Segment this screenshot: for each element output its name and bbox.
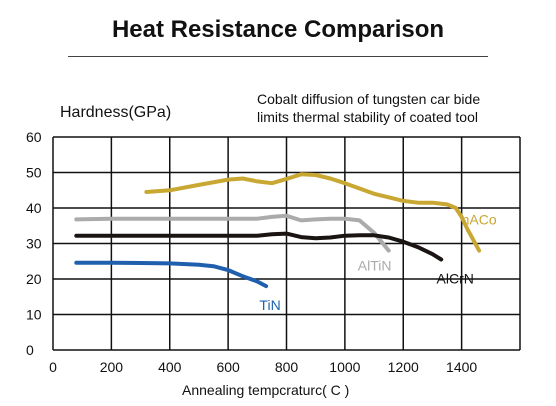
series-line-naco bbox=[144, 172, 482, 253]
x-tick-label: 600 bbox=[216, 359, 240, 375]
y-tick-label: 50 bbox=[26, 165, 42, 181]
y-tick-label: 40 bbox=[26, 200, 42, 216]
y-tick-label: 30 bbox=[26, 236, 42, 252]
x-axis-label: Annealing tempcraturc( C ) bbox=[182, 382, 350, 398]
annotation-line-1: Cobalt diffusion of tungsten car bide bbox=[257, 91, 481, 107]
y-tick-label: 20 bbox=[26, 271, 42, 287]
series-line-tin bbox=[74, 260, 269, 289]
x-tick-label: 400 bbox=[158, 359, 182, 375]
x-tick-label: 0 bbox=[49, 359, 57, 375]
series-label-altin: AlTiN bbox=[358, 258, 392, 274]
x-tick-label: 1000 bbox=[329, 359, 360, 375]
y-tick-label: 10 bbox=[26, 307, 42, 323]
title-underline bbox=[68, 56, 488, 57]
y-tick-label: 0 bbox=[26, 342, 34, 358]
chart-title: Heat Resistance Comparison bbox=[111, 16, 445, 43]
series-label-naco: nACo bbox=[462, 212, 497, 228]
series-label-alcrn: AlCrN bbox=[437, 270, 474, 286]
series-line-altin bbox=[74, 213, 391, 253]
x-tick-label: 1200 bbox=[388, 359, 419, 375]
annotation-line-2: limits thermal stability of coated tool bbox=[257, 109, 478, 125]
y-axis-label: Hardness(GPa) bbox=[60, 104, 172, 121]
y-tick-label: 60 bbox=[26, 129, 42, 145]
chart-annotation: Cobalt diffusion of tungsten car bide li… bbox=[257, 90, 480, 126]
x-tick-label: 1400 bbox=[446, 359, 477, 375]
series-label-tin: TiN bbox=[259, 297, 280, 313]
series-line-alcrn bbox=[74, 231, 444, 262]
x-tick-label: 800 bbox=[275, 359, 299, 375]
x-tick-label: 200 bbox=[100, 359, 124, 375]
